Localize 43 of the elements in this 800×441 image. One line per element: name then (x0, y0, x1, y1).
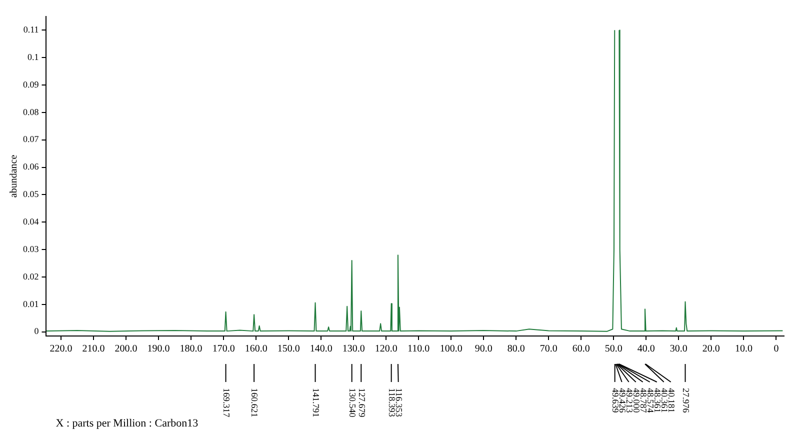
x-tick-label: 220.0 (50, 344, 72, 355)
x-tick-label: 110.0 (408, 344, 430, 355)
x-tick-label: 130.0 (342, 344, 365, 355)
x-tick-label: 90.0 (474, 344, 492, 355)
x-tick-label: 160.0 (244, 344, 268, 355)
x-tick-label: 70.0 (540, 344, 558, 355)
annotation: 169.317 (221, 388, 232, 418)
x-tick-label: 0 (774, 344, 779, 355)
x-tick-label: 40.0 (637, 344, 655, 355)
y-tick-label: 0.11 (23, 24, 39, 34)
annotation: 141.791 (310, 388, 321, 418)
y-tick-label: 0.09 (23, 79, 40, 90)
x-tick-label: 100.0 (440, 344, 462, 355)
text: X : parts per Million : Carbon13 (56, 417, 199, 430)
x-tick-label: 60.0 (572, 344, 590, 355)
x-tick-label: 10.0 (734, 344, 752, 355)
annotation: 127.679 (356, 388, 367, 418)
x-tick-label: 30.0 (670, 344, 688, 355)
y-tick-label: 0.06 (23, 162, 40, 172)
y-axis-title: abundance (8, 154, 20, 198)
y-tick-label: 0.04 (23, 216, 40, 227)
x-tick-label: 180.0 (180, 344, 202, 355)
x-tick-label: 50.0 (604, 344, 622, 355)
x-tick-label: 150.0 (277, 344, 300, 355)
annotation: 130.540 (347, 388, 358, 418)
y-tick-label: 0.01 (23, 298, 39, 309)
x-tick-label: 20.0 (702, 344, 720, 355)
y-tick-label: 0.05 (23, 189, 40, 200)
x-tick-label: 210.0 (82, 344, 105, 355)
x-tick-label: 190.0 (147, 344, 170, 355)
x-tick-label: 80.0 (507, 344, 525, 355)
x-tick-label: 200.0 (114, 344, 138, 355)
annotation: 160.621 (250, 388, 260, 418)
y-tick-label: 0 (34, 326, 40, 336)
y-tick-label: 0.08 (23, 106, 40, 117)
y-tick-label: 0.03 (23, 244, 40, 254)
y-tick-label: 0.1 (28, 52, 39, 62)
y-tick-label: 0.07 (23, 134, 40, 144)
annotation: 27.976 (680, 388, 691, 414)
y-tick-label: 0.02 (23, 271, 39, 282)
x-tick-label: 120.0 (374, 344, 398, 355)
x-tick-label: 170.0 (212, 344, 235, 355)
x-tick-label: 140.0 (310, 344, 332, 355)
